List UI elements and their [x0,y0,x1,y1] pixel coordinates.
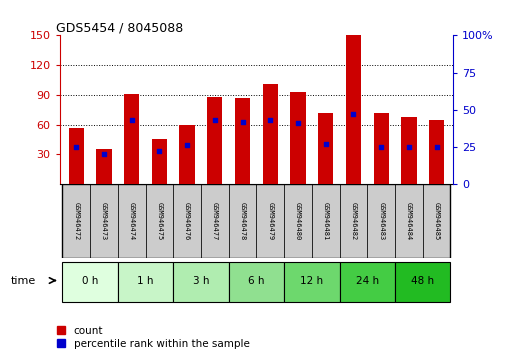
Text: time: time [10,276,36,286]
Point [377,144,385,150]
Point [211,117,219,123]
Point [127,117,136,123]
Bar [367,184,395,258]
Bar [284,184,312,258]
Point [349,112,357,117]
Point [183,143,191,148]
Bar [179,125,195,184]
Bar [429,120,444,184]
Text: GSM946484: GSM946484 [406,202,412,240]
Point [100,152,108,157]
Bar [423,184,451,258]
Bar [118,184,146,258]
Bar [228,184,256,258]
Bar [256,184,284,258]
Text: GSM946475: GSM946475 [156,202,162,240]
Point [266,117,275,123]
Bar [373,113,389,184]
Bar [395,184,423,258]
Point [433,144,441,150]
Text: GSM946485: GSM946485 [434,202,440,240]
Bar [235,98,250,184]
Point [72,144,80,150]
Bar [124,94,139,184]
Bar [201,184,228,258]
Text: 0 h: 0 h [82,275,98,286]
Bar [340,184,367,258]
Point [405,144,413,150]
Bar [340,262,395,302]
Legend: count, percentile rank within the sample: count, percentile rank within the sample [57,326,250,349]
Bar [284,262,340,302]
Text: GSM946477: GSM946477 [212,202,218,240]
Bar [395,262,451,302]
Bar [291,92,306,184]
Bar [90,184,118,258]
Point [322,141,330,147]
Text: GSM946478: GSM946478 [239,202,246,240]
Bar [152,139,167,184]
Bar [173,184,201,258]
Bar [346,35,361,184]
Text: 1 h: 1 h [137,275,154,286]
Bar [62,184,90,258]
Text: 48 h: 48 h [411,275,434,286]
Bar [228,262,284,302]
Text: 6 h: 6 h [248,275,265,286]
Text: 3 h: 3 h [193,275,209,286]
Text: GSM946480: GSM946480 [295,202,301,240]
Point [155,149,164,154]
Bar [96,149,111,184]
Text: GSM946481: GSM946481 [323,202,329,240]
Bar [118,262,173,302]
Bar [173,262,228,302]
Bar [312,184,340,258]
Text: 12 h: 12 h [300,275,323,286]
Bar [146,184,173,258]
Bar [401,117,416,184]
Point [294,120,302,126]
Bar [62,262,118,302]
Bar [68,127,84,184]
Text: GSM946473: GSM946473 [101,202,107,240]
Text: GSM946479: GSM946479 [267,202,274,240]
Text: GSM946476: GSM946476 [184,202,190,240]
Point [238,119,247,125]
Text: GSM946474: GSM946474 [128,202,135,240]
Bar [318,113,334,184]
Text: GSM946482: GSM946482 [351,202,356,240]
Bar [207,97,222,184]
Text: GSM946483: GSM946483 [378,202,384,240]
Text: GSM946472: GSM946472 [73,202,79,240]
Bar [263,84,278,184]
Text: GDS5454 / 8045088: GDS5454 / 8045088 [55,21,183,34]
Text: 24 h: 24 h [356,275,379,286]
